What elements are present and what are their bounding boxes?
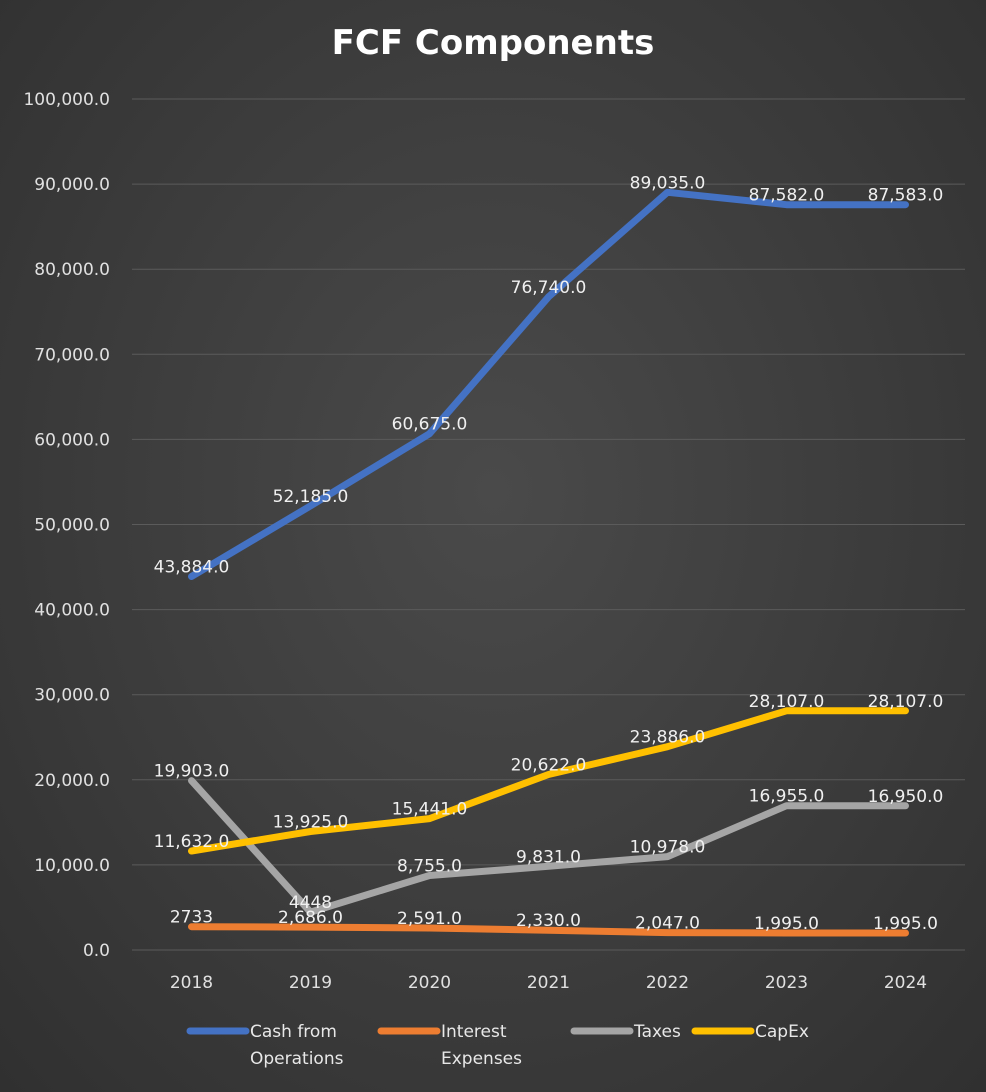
x-tick-label: 2023 (765, 973, 808, 993)
data-label: 28,107.0 (749, 692, 825, 712)
x-tick-label: 2020 (408, 973, 451, 993)
legend-label: Interest (441, 1022, 507, 1042)
data-label: 2,047.0 (635, 914, 700, 934)
y-tick-label: 70,000.0 (34, 345, 110, 365)
legend-item-interest-expenses: Interest Expenses (377, 1022, 522, 1069)
legend-item-capex: CapEx (691, 1022, 809, 1042)
x-tick-label: 2019 (289, 973, 332, 993)
y-axis: 100,000.0 90,000.0 80,000.0 70,000.0 60,000.… (23, 90, 110, 961)
y-tick-label: 30,000.0 (34, 686, 110, 706)
data-label: 76,740.0 (511, 278, 587, 298)
y-tick-label: 50,000.0 (34, 516, 110, 536)
series-line-taxes (188, 777, 909, 916)
data-label: 11,632.0 (154, 832, 230, 852)
legend-label: Operations (250, 1049, 344, 1069)
data-label: 15,441.0 (392, 800, 468, 820)
data-label: 1,995.0 (873, 914, 938, 934)
x-tick-label: 2022 (646, 973, 689, 993)
series-lines (188, 188, 909, 937)
data-label: 2,686.0 (278, 908, 343, 928)
data-label: 23,886.0 (630, 728, 706, 748)
series-line-capex (188, 707, 909, 855)
data-label: 87,582.0 (749, 186, 825, 206)
data-label: 16,955.0 (749, 787, 825, 807)
data-label: 87,583.0 (868, 186, 944, 206)
data-label: 16,950.0 (868, 787, 944, 807)
y-tick-label: 20,000.0 (34, 771, 110, 791)
data-label: 43,884.0 (154, 558, 230, 578)
x-axis: 2018 2019 2020 2021 2022 2023 2024 (170, 973, 927, 993)
legend-label: Cash from (250, 1022, 337, 1042)
series-line-cash-from-operations (188, 188, 909, 580)
data-labels: 43,884.0 52,185.0 60,675.0 76,740.0 89,035.0… (154, 173, 944, 934)
series-line-interest-expenses (188, 923, 909, 937)
data-label: 4448 (289, 893, 332, 913)
legend-item-taxes: Taxes (570, 1022, 681, 1042)
data-label: 13,925.0 (273, 812, 349, 832)
data-label: 28,107.0 (868, 692, 944, 712)
data-label: 2733 (170, 908, 213, 928)
data-label: 2,591.0 (397, 909, 462, 929)
y-tick-label: 60,000.0 (34, 430, 110, 450)
y-tick-label: 90,000.0 (34, 175, 110, 195)
y-tick-label: 100,000.0 (23, 90, 110, 110)
grid (132, 98, 965, 951)
y-tick-label: 0.0 (83, 941, 110, 961)
data-label: 60,675.0 (392, 415, 468, 435)
data-label: 89,035.0 (630, 173, 706, 193)
legend-label: Taxes (633, 1022, 681, 1042)
data-label: 1,995.0 (754, 914, 819, 934)
x-tick-label: 2018 (170, 973, 213, 993)
data-label: 52,185.0 (273, 487, 349, 507)
y-tick-label: 80,000.0 (34, 260, 110, 280)
chart-title: FCF Components (332, 23, 655, 63)
legend: Cash from Operations Interest Expenses Taxes… (186, 1022, 809, 1069)
data-label: 8,755.0 (397, 856, 462, 876)
data-label: 19,903.0 (154, 762, 230, 782)
data-label: 9,831.0 (516, 847, 581, 867)
x-tick-label: 2021 (527, 973, 570, 993)
x-tick-label: 2024 (884, 973, 927, 993)
data-label: 2,330.0 (516, 911, 581, 931)
legend-label: CapEx (755, 1022, 809, 1042)
data-label: 20,622.0 (511, 756, 587, 776)
legend-item-cash-from-operations: Cash from Operations (186, 1022, 344, 1069)
legend-label: Expenses (441, 1049, 522, 1069)
y-tick-label: 10,000.0 (34, 856, 110, 876)
data-label: 10,978.0 (630, 838, 706, 858)
y-tick-label: 40,000.0 (34, 601, 110, 621)
